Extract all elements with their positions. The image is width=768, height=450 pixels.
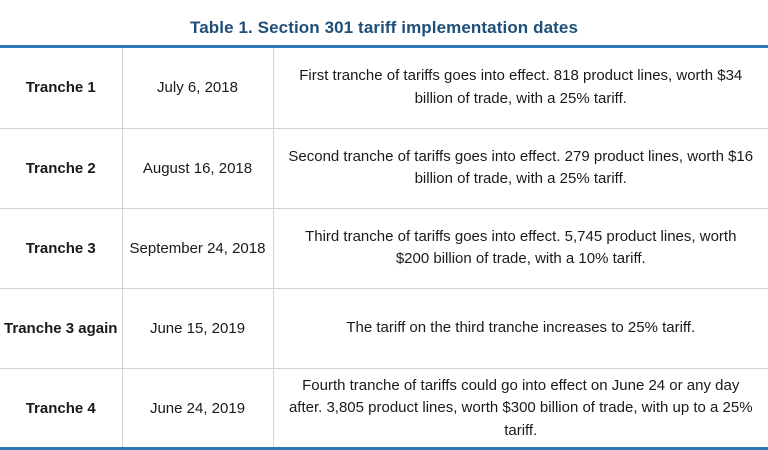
table-row: Tranche 3 September 24, 2018 Third tranc… — [0, 207, 768, 289]
bottom-rule — [0, 447, 768, 450]
table-row: Tranche 2 August 16, 2018 Second tranche… — [0, 127, 768, 209]
tranche-date: August 16, 2018 — [121, 127, 274, 209]
table-row: Tranche 1 July 6, 2018 First tranche of … — [0, 48, 768, 129]
title-rule — [0, 45, 768, 48]
tranche-description: Fourth tranche of tariffs could go into … — [272, 367, 768, 448]
table-caption: Table 1. Section 301 tariff implementati… — [189, 18, 579, 37]
tranche-description: Third tranche of tariffs goes into effec… — [272, 207, 768, 289]
tranche-date: September 24, 2018 — [121, 207, 274, 289]
tranche-description: The tariff on the third tranche increase… — [272, 287, 768, 369]
tranche-label: Tranche 4 — [0, 367, 123, 448]
tranche-description: Second tranche of tariffs goes into effe… — [272, 127, 768, 209]
tranche-description: First tranche of tariffs goes into effec… — [272, 48, 768, 129]
tariff-table: Tranche 1 July 6, 2018 First tranche of … — [0, 48, 768, 448]
table-row: Tranche 4 June 24, 2019 Fourth tranche o… — [0, 367, 768, 448]
tranche-label: Tranche 2 — [0, 127, 123, 209]
tranche-label: Tranche 1 — [0, 48, 123, 129]
tariff-table-body: Tranche 1 July 6, 2018 First tranche of … — [0, 48, 768, 448]
tranche-label: Tranche 3 — [0, 207, 123, 289]
table-row: Tranche 3 again June 15, 2019 The tariff… — [0, 287, 768, 369]
tranche-date: June 24, 2019 — [121, 367, 274, 448]
tranche-date: June 15, 2019 — [121, 287, 274, 369]
tranche-label: Tranche 3 again — [0, 287, 123, 369]
tranche-date: July 6, 2018 — [121, 48, 274, 129]
